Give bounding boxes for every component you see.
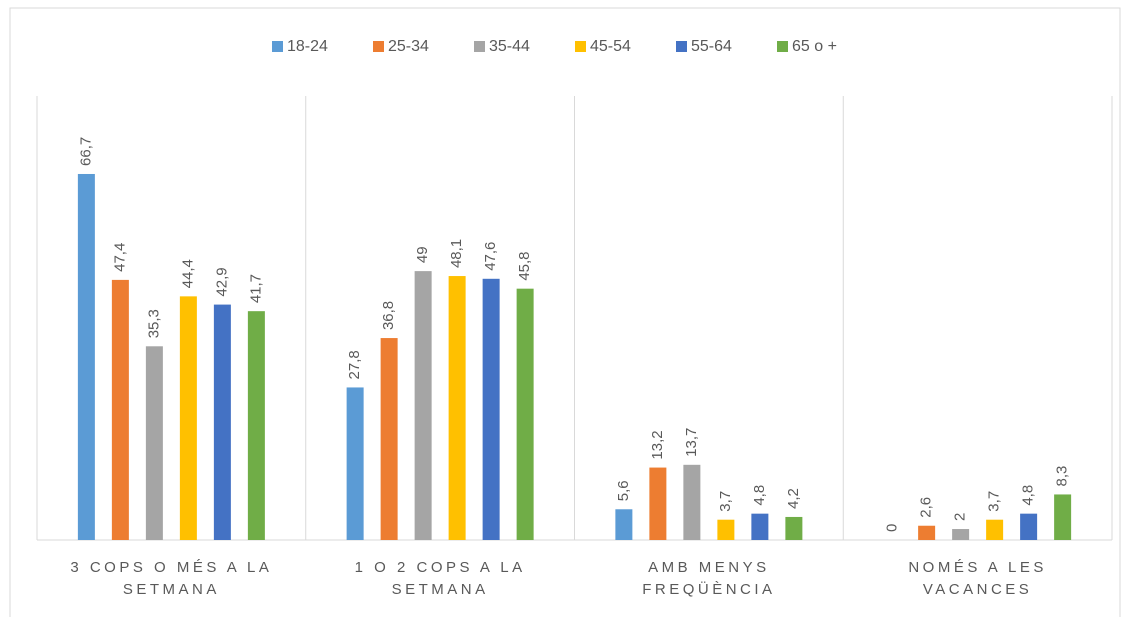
value-label: 3,7 <box>986 491 1003 512</box>
value-label: 4,8 <box>751 485 768 506</box>
bar <box>482 278 500 540</box>
chart-frame <box>9 7 1121 617</box>
value-label: 66,7 <box>77 137 94 166</box>
legend-label: 65 o + <box>792 38 837 55</box>
bar <box>952 529 970 540</box>
legend-swatch <box>373 41 384 52</box>
value-label: 41,7 <box>247 274 264 303</box>
bar <box>516 288 534 540</box>
x-tick-label: NOMÉS A LES VACANCES <box>908 559 1047 598</box>
bar <box>77 173 95 540</box>
legend-swatch <box>777 41 788 52</box>
value-label: 13,7 <box>683 428 700 457</box>
value-label: 44,4 <box>179 259 196 288</box>
bar <box>179 296 197 540</box>
bar <box>247 311 265 540</box>
x-tick-label: AMB MENYS FREQÜÈNCIA <box>642 559 776 598</box>
bar <box>380 338 398 540</box>
bar <box>649 467 667 540</box>
value-label: 36,8 <box>380 301 397 330</box>
bar <box>751 513 769 540</box>
bar <box>717 519 735 540</box>
x-tick-label: 1 O 2 COPS A LA SETMANA <box>354 559 526 598</box>
value-label: 5,6 <box>615 480 632 501</box>
bar <box>346 387 364 540</box>
value-label: 4,2 <box>785 488 802 509</box>
value-label: 27,8 <box>346 350 363 379</box>
bar <box>448 276 466 540</box>
legend-label: 45-54 <box>590 38 631 55</box>
value-label: 2 <box>952 513 969 521</box>
value-label: 42,9 <box>213 267 230 296</box>
legend-label: 18-24 <box>287 38 328 55</box>
value-label: 47,6 <box>482 242 499 271</box>
bar <box>213 304 231 540</box>
value-label: 13,2 <box>649 430 666 459</box>
bar <box>145 346 163 540</box>
value-label: 0 <box>884 524 901 532</box>
bar <box>918 525 936 540</box>
value-label: 47,4 <box>111 243 128 272</box>
bar <box>683 464 701 540</box>
value-label: 3,7 <box>717 491 734 512</box>
legend-swatch <box>575 41 586 52</box>
legend-swatch <box>474 41 485 52</box>
legend-label: 25-34 <box>388 38 429 55</box>
value-label: 8,3 <box>1054 466 1071 487</box>
bar <box>986 519 1004 540</box>
bar <box>111 279 129 540</box>
bar <box>615 509 633 540</box>
value-label: 48,1 <box>448 239 465 268</box>
value-label: 4,8 <box>1020 485 1037 506</box>
bar <box>414 271 432 540</box>
bar <box>785 516 803 540</box>
legend-swatch <box>676 41 687 52</box>
x-tick-label: 3 COPS O MÉS A LA SETMANA <box>70 559 273 598</box>
legend-label: 55-64 <box>691 38 732 55</box>
bar <box>1020 513 1038 540</box>
value-label: 49 <box>414 246 431 263</box>
bar <box>1054 494 1072 540</box>
value-label: 45,8 <box>516 251 533 280</box>
legend-swatch <box>272 41 283 52</box>
legend-label: 35-44 <box>489 38 530 55</box>
value-label: 2,6 <box>918 497 935 518</box>
value-label: 35,3 <box>145 309 162 338</box>
